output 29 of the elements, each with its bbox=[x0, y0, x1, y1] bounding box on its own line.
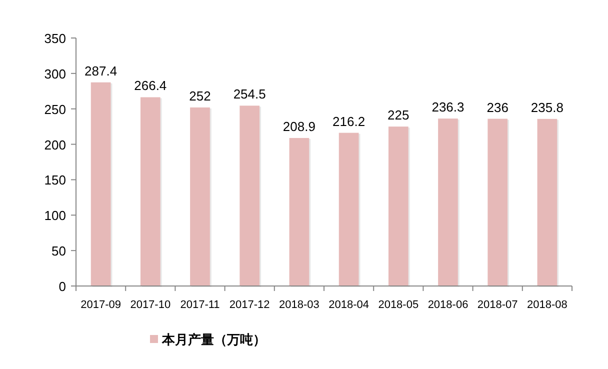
legend: 本月产量（万吨） bbox=[150, 332, 266, 347]
x-tick-label: 2018-08 bbox=[527, 299, 568, 311]
x-tick-label: 2017-09 bbox=[80, 299, 121, 311]
y-tick-label: 350 bbox=[44, 31, 66, 46]
y-tick-label: 150 bbox=[44, 172, 66, 188]
y-tick-label: 50 bbox=[52, 244, 66, 259]
data-label: 252 bbox=[189, 88, 211, 104]
x-tick-label: 2018-04 bbox=[328, 299, 369, 311]
y-tick-label: 300 bbox=[44, 66, 66, 82]
data-label: 216.2 bbox=[332, 114, 366, 129]
data-label: 254.5 bbox=[233, 86, 266, 102]
x-tick-label: 2017-11 bbox=[180, 299, 220, 311]
y-tick-label: 100 bbox=[44, 208, 66, 224]
data-label: 236.3 bbox=[432, 100, 464, 115]
x-tick-label: 2018-03 bbox=[279, 299, 320, 311]
y-tick-label: 200 bbox=[44, 137, 66, 152]
data-label: 225 bbox=[388, 108, 410, 123]
data-label: 266.4 bbox=[134, 78, 167, 94]
x-tick-label: 2018-06 bbox=[428, 299, 468, 311]
x-tick-label: 2018-07 bbox=[477, 299, 518, 311]
y-tick-label: 0 bbox=[58, 279, 66, 294]
data-label: 236 bbox=[486, 100, 508, 115]
data-label: 287.4 bbox=[84, 63, 118, 78]
data-label: 208.9 bbox=[282, 118, 316, 134]
x-tick-label: 2018-05 bbox=[378, 299, 419, 311]
y-tick-label: 250 bbox=[44, 102, 66, 117]
x-tick-label: 2017-12 bbox=[229, 299, 270, 311]
x-tick-label: 2017-10 bbox=[130, 299, 171, 311]
data-label: 235.8 bbox=[530, 100, 564, 115]
